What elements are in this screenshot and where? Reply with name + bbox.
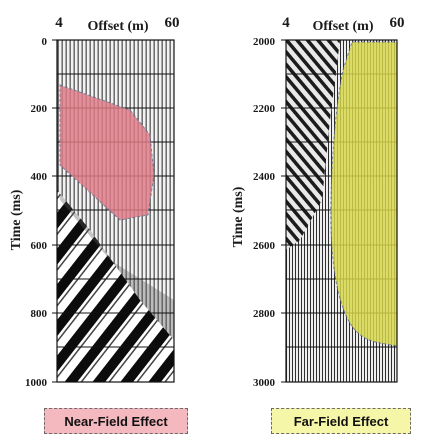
right-time-tick: 3000 [253,377,276,389]
right-time-tick: 2400 [253,171,276,183]
left-offset-axis-title: Offset (m) [87,19,148,34]
left-offset-end: 60 [165,15,180,31]
right-seismic-panel: 4 Offset (m) 60 Time (ms) 2000 2200 2400… [231,15,405,389]
right-time-tick: 2800 [253,308,276,320]
left-time-tick: 1000 [25,377,48,389]
left-seismic-panel: 4 Offset (m) 60 Time (ms) 0 200 400 600 … [9,15,180,389]
right-time-axis-title: Time (ms) [231,186,246,247]
left-time-tick: 800 [31,308,48,320]
right-frame [285,39,398,383]
left-diagonal-events [57,190,174,382]
left-time-tick: 600 [31,240,48,252]
right-offset-start: 4 [282,15,290,31]
far-field-caption-text: Far-Field Effect [293,413,389,429]
far-field-caption: Far-Field Effect [271,408,411,434]
left-time-tick: 200 [31,103,48,115]
near-field-region [59,84,155,221]
right-time-tick: 2200 [253,103,276,115]
left-time-tick: 0 [42,36,48,48]
left-time-tick: 400 [31,171,48,183]
far-field-region [330,41,398,347]
right-time-tick: 2000 [253,36,276,48]
right-offset-end: 60 [390,15,405,31]
right-time-tick-labels: 2000 2200 2400 2600 2800 3000 [253,36,276,389]
left-offset-start: 4 [55,15,63,31]
left-frame [56,39,175,383]
near-field-caption-text: Near-Field Effect [64,413,168,429]
right-diagonal-events [286,40,340,250]
left-time-axis-title: Time (ms) [9,189,24,250]
left-time-tick-labels: 0 200 400 600 800 1000 [25,36,48,389]
right-offset-axis-title: Offset (m) [312,19,373,34]
right-time-tick: 2600 [253,240,276,252]
near-field-caption: Near-Field Effect [44,408,188,434]
